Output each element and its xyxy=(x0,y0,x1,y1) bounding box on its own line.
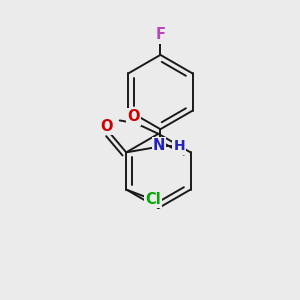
Text: H: H xyxy=(173,140,185,153)
Text: F: F xyxy=(155,28,165,43)
Text: O: O xyxy=(128,110,140,124)
Text: O: O xyxy=(101,119,113,134)
Text: F: F xyxy=(155,28,165,43)
Text: N: N xyxy=(153,138,165,153)
Text: Cl: Cl xyxy=(145,192,161,207)
